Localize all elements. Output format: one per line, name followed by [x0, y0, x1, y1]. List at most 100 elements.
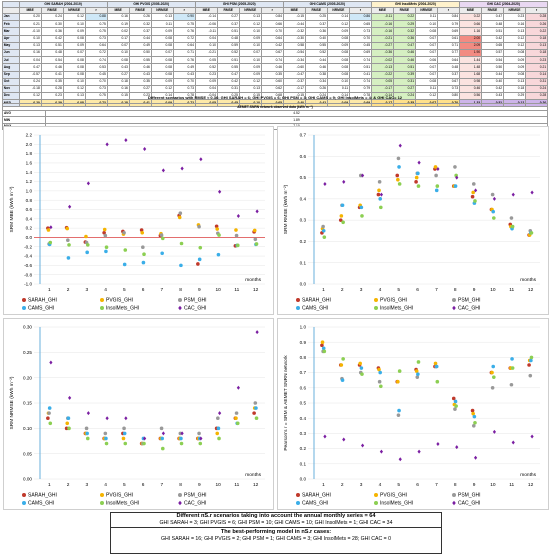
value-cell: 0.49: [172, 63, 196, 72]
legend-marker: [178, 298, 182, 302]
data-point: [434, 173, 438, 178]
nrmse-chart: 0.000.050.100.150.200.250.301 2 3 4 5 6 7 8 9 10 1…: [9, 325, 265, 507]
value-cell: -0.21: [194, 48, 218, 58]
value-cell: 0.13: [18, 41, 42, 50]
data-point: [397, 182, 402, 186]
y-tick-label: 0.9: [300, 340, 307, 345]
value-cell: 0.38: [304, 70, 328, 79]
value-cell: 0.12: [502, 41, 526, 50]
value-cell: 1.90: [458, 48, 482, 58]
legend-label: CAMS_GHI: [28, 306, 54, 312]
x-tick-label: 8: [454, 287, 457, 293]
x-tick-label: 1: [48, 482, 51, 488]
data-point: [339, 214, 344, 218]
value-cell: 0.84: [260, 12, 284, 22]
legend-marker: [374, 306, 378, 310]
data-point: [511, 192, 515, 197]
data-point: [218, 189, 222, 194]
value-cell: 0.71: [436, 41, 460, 50]
x-tick-label: 9: [473, 287, 476, 293]
data-point: [530, 434, 534, 439]
y-tick-label: -0.8: [24, 272, 32, 277]
data-point: [85, 243, 90, 247]
value-cell: 0.08: [150, 41, 174, 50]
data-point: [216, 252, 221, 257]
x-tick-label: 1: [322, 482, 325, 488]
legend-marker: [452, 493, 456, 497]
value-cell: 0.79: [348, 84, 372, 94]
data-point: [511, 440, 515, 445]
legend-label: InsolMets_GHI: [106, 306, 139, 312]
data-point: [322, 349, 327, 354]
value-cell: 0.11: [414, 84, 438, 94]
data-point: [414, 369, 419, 373]
data-point: [196, 262, 200, 266]
value-cell: 0.43: [172, 70, 196, 79]
avg-value: 4.52: [45, 109, 548, 117]
value-cell: 0.09: [194, 77, 218, 86]
data-point: [122, 426, 126, 431]
month-cell: Sep: [2, 70, 20, 79]
legend-marker: [374, 298, 378, 302]
table-row: May 0.13 0.51 0.09 0.64 0.07 0.49 0.08 0.64 0.10 0…: [2, 41, 549, 50]
value-cell: 0.64: [260, 34, 284, 43]
value-cell: 0.10: [194, 41, 218, 50]
legend-label: SARAH_GHI: [28, 298, 57, 304]
value-cell: -0.06: [194, 20, 218, 29]
month-cell: Oct: [2, 77, 20, 86]
data-point: [359, 205, 364, 210]
value-cell: 0.26: [304, 84, 328, 94]
value-cell: 0.79: [436, 20, 460, 29]
data-point: [254, 416, 259, 420]
x-tick-label: 1: [322, 287, 325, 293]
value-cell: 0.45: [348, 41, 372, 50]
data-point: [340, 203, 345, 208]
value-cell: 0.69: [348, 48, 372, 58]
legend-marker: [178, 493, 182, 497]
data-point: [397, 165, 401, 169]
x-tick-label: 11: [234, 287, 239, 293]
value-cell: 0.37: [436, 70, 460, 79]
data-point: [379, 192, 384, 197]
data-point: [416, 360, 421, 364]
x-tick-label: 10: [490, 482, 496, 488]
y-tick-label: 0.05: [23, 451, 32, 456]
data-point: [160, 251, 164, 256]
legend-label: PVGIS_GHI: [380, 493, 407, 499]
data-point: [122, 431, 127, 436]
value-cell: 0.51: [216, 56, 240, 65]
table-row: Feb 0.21 0.30 0.10 0.75 0.19 0.32 0.11 0.75 -0.06…: [2, 20, 549, 29]
y-tick-label: -0.4: [24, 254, 32, 259]
value-cell: 0.13: [524, 41, 549, 50]
value-cell: 0.20: [18, 12, 42, 22]
y-tick-label: 0.1: [300, 260, 307, 265]
data-point: [321, 346, 326, 351]
value-cell: 0.18: [502, 84, 526, 94]
y-tick-label: 1.4: [26, 170, 33, 175]
value-cell: -0.32: [282, 27, 306, 36]
value-cell: 0.42: [480, 34, 504, 43]
legend-label: InsolMets_GHI: [380, 501, 413, 507]
data-point: [323, 181, 327, 186]
data-point: [398, 457, 402, 462]
y-tick-label: 1.2: [26, 179, 33, 184]
data-point: [198, 245, 203, 250]
month-cell: Jun: [2, 48, 20, 58]
legend-marker: [22, 306, 26, 310]
value-cell: -0.22: [370, 70, 394, 79]
y-tick-label: 0.10: [23, 426, 32, 431]
legend-label: InsolMets_GHI: [106, 501, 139, 507]
value-cell: 0.07: [414, 70, 438, 79]
data-point: [472, 414, 477, 419]
x-tick-label: 5: [397, 287, 400, 293]
table-row: Nov -0.18 0.28 0.12 0.73 0.16 0.27 0.12 0.73 0.04…: [2, 84, 549, 94]
value-cell: 0.35: [260, 70, 284, 79]
x-tick-label: 8: [454, 482, 457, 488]
x-tick-label: 9: [473, 482, 476, 488]
data-point: [159, 426, 164, 431]
value-cell: 0.18: [106, 77, 130, 86]
data-point: [160, 436, 164, 441]
value-cell: 0.09: [62, 41, 86, 50]
legend-marker: [22, 501, 26, 505]
value-cell: 0.75: [84, 20, 108, 29]
